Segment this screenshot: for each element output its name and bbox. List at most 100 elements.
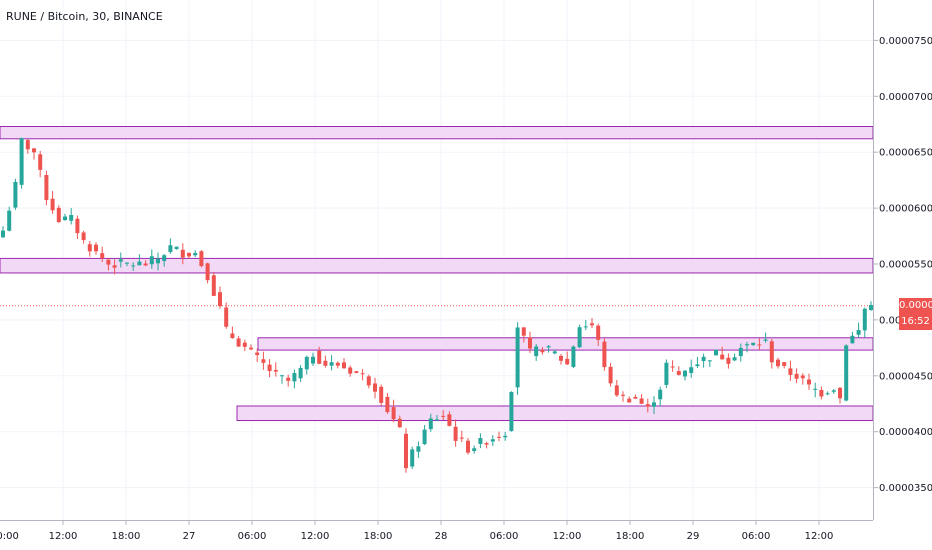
candle-body bbox=[187, 252, 191, 257]
candle-body bbox=[614, 385, 619, 396]
candlestick-series bbox=[1, 137, 873, 473]
candle bbox=[81, 230, 86, 244]
candle-body bbox=[695, 364, 700, 367]
candle bbox=[156, 252, 160, 271]
candle bbox=[732, 353, 737, 362]
candle-body bbox=[683, 370, 687, 377]
candle-body bbox=[25, 140, 30, 150]
candle-body bbox=[44, 175, 49, 201]
candle bbox=[819, 386, 824, 400]
candle-body bbox=[255, 352, 260, 356]
candle bbox=[75, 215, 80, 240]
time-tick-label: 06:00 bbox=[490, 531, 519, 542]
candle bbox=[379, 384, 384, 406]
candle bbox=[503, 431, 508, 441]
candle bbox=[1, 226, 5, 239]
candle bbox=[676, 366, 681, 376]
candle-body bbox=[75, 218, 80, 234]
candle-body bbox=[143, 263, 148, 266]
candle-body bbox=[236, 338, 241, 347]
candle-body bbox=[180, 249, 185, 258]
candle bbox=[329, 355, 334, 371]
candle bbox=[652, 396, 656, 415]
candle bbox=[695, 356, 700, 368]
candle-body bbox=[652, 402, 656, 407]
time-tick-label: 18:00 bbox=[112, 531, 141, 542]
candle bbox=[577, 324, 582, 349]
candle bbox=[286, 374, 291, 387]
candle-body bbox=[447, 414, 452, 426]
candle-body bbox=[435, 419, 439, 421]
candle-body bbox=[726, 357, 731, 364]
candle bbox=[453, 419, 458, 447]
candle bbox=[583, 319, 588, 331]
candle-body bbox=[658, 389, 663, 400]
candle-body bbox=[769, 341, 774, 363]
candle-body bbox=[627, 398, 632, 403]
candle-body bbox=[224, 307, 229, 327]
candle bbox=[335, 361, 340, 369]
candle-body bbox=[559, 355, 563, 361]
candle bbox=[137, 254, 142, 266]
candle-body bbox=[100, 253, 105, 259]
candle-body bbox=[602, 341, 607, 368]
candle bbox=[249, 344, 253, 351]
candle-body bbox=[466, 440, 470, 453]
candle-body bbox=[348, 367, 353, 374]
candle bbox=[174, 246, 179, 250]
chart-title: RUNE / Bitcoin, 30, BINANCE bbox=[6, 10, 163, 23]
candle bbox=[552, 349, 557, 355]
time-axis[interactable]: 12:00 18:00 27 06:00 12:00 18:00 28 06:00 12:00 1… bbox=[0, 520, 833, 542]
candle-body bbox=[69, 214, 74, 221]
candle-body bbox=[174, 246, 179, 250]
candle-body bbox=[137, 261, 142, 266]
candle bbox=[218, 286, 222, 309]
candle bbox=[509, 391, 514, 432]
candle bbox=[639, 394, 644, 404]
candle bbox=[317, 346, 322, 365]
candle bbox=[782, 362, 787, 369]
candle-body bbox=[714, 349, 718, 356]
candle-body bbox=[94, 244, 98, 252]
candle-body bbox=[298, 367, 303, 379]
candle-body bbox=[807, 379, 811, 385]
candle bbox=[645, 398, 650, 413]
candle-body bbox=[800, 375, 805, 379]
candle-body bbox=[385, 396, 390, 413]
candle-body bbox=[788, 368, 793, 375]
candle-body bbox=[701, 356, 706, 362]
candle bbox=[162, 253, 167, 267]
candle-body bbox=[211, 275, 216, 296]
candle-body bbox=[32, 148, 36, 153]
candle-body bbox=[794, 373, 799, 379]
zone-rect[interactable] bbox=[0, 125, 874, 140]
time-tick-label: 18:00 bbox=[364, 531, 393, 542]
candle-body bbox=[366, 376, 371, 386]
zone-rect[interactable] bbox=[236, 405, 874, 422]
candle-body bbox=[745, 344, 749, 346]
candle bbox=[596, 323, 601, 346]
candle bbox=[13, 178, 18, 210]
candle-body bbox=[273, 369, 278, 372]
candle-body bbox=[63, 216, 67, 221]
candle-body bbox=[50, 198, 55, 211]
candle-body bbox=[503, 435, 508, 438]
zone-rect[interactable] bbox=[257, 337, 874, 351]
candle-body bbox=[528, 337, 532, 349]
candle bbox=[180, 243, 185, 265]
candle bbox=[143, 260, 148, 267]
candle bbox=[360, 368, 365, 381]
candle-body bbox=[379, 386, 384, 403]
candle-body bbox=[521, 327, 526, 336]
candle-body bbox=[292, 372, 297, 382]
candle bbox=[850, 331, 855, 344]
candle bbox=[788, 360, 793, 381]
candle bbox=[280, 374, 284, 384]
candle bbox=[707, 360, 712, 367]
zone-rect[interactable] bbox=[0, 257, 874, 274]
candle-body bbox=[317, 350, 322, 364]
